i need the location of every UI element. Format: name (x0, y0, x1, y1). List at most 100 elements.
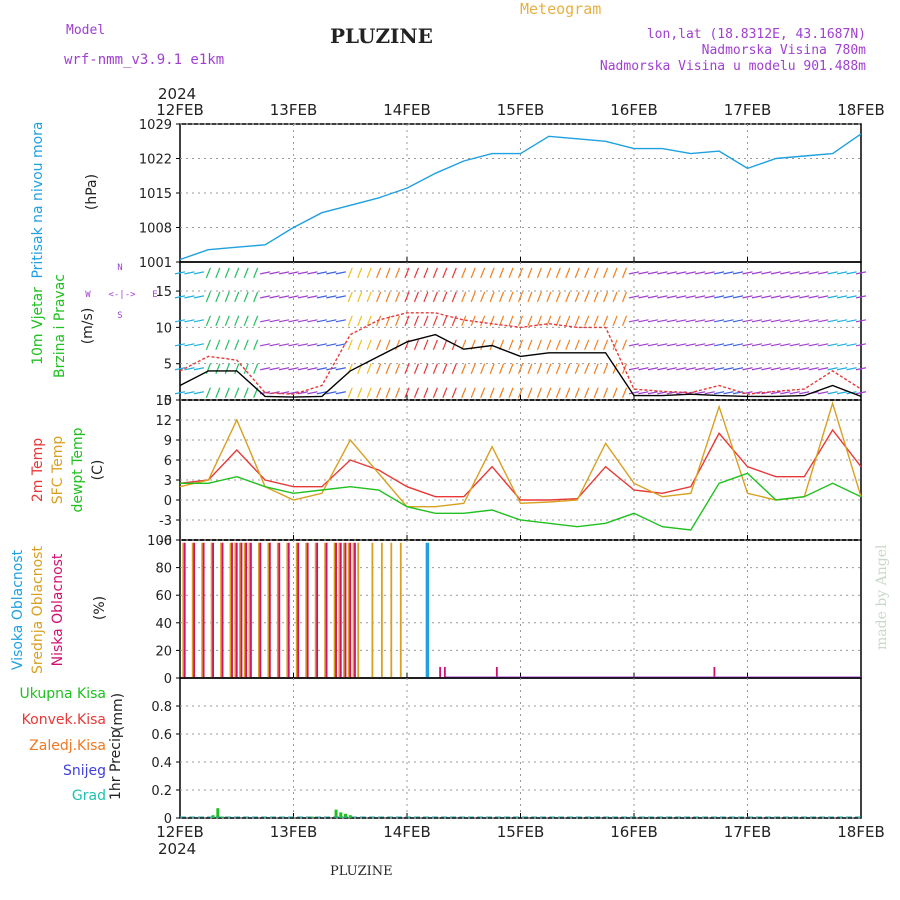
wind-barb (638, 343, 649, 347)
wind-barb (432, 267, 438, 279)
wind-barb (366, 267, 372, 279)
wind-barb (243, 339, 249, 351)
wind-barb (647, 367, 659, 371)
wind-barb (638, 271, 649, 275)
wind-barb (423, 363, 429, 374)
wind-barb (808, 367, 819, 371)
wind-barb (234, 315, 240, 327)
wind-barb (307, 319, 318, 323)
wind-barb (347, 339, 353, 351)
wind-barb (565, 315, 571, 327)
cloud-bar (333, 542, 336, 678)
wind-barb (638, 391, 649, 395)
wind-barb (836, 391, 848, 395)
cloud-bar (235, 542, 238, 678)
wind-barb (432, 363, 438, 374)
wind-barb (193, 391, 205, 395)
wind-barb (174, 343, 186, 347)
wind-barb (555, 291, 561, 303)
wind-barb (174, 319, 186, 323)
wind-barb (269, 343, 280, 347)
wind-barb (770, 343, 781, 347)
panel-frame (179, 261, 862, 401)
wind-barb (297, 343, 309, 347)
wind-barb (628, 295, 640, 299)
wind-barb (855, 367, 867, 371)
wind-barb (695, 391, 706, 395)
wind-barb (423, 267, 429, 279)
wind-barb (335, 271, 346, 275)
cloud-bar (202, 542, 205, 678)
year-bottom: 2024 (158, 840, 196, 858)
cloud-bar (220, 542, 222, 678)
wind-barb (565, 363, 571, 374)
time-label-bottom: 13FEB (270, 823, 317, 841)
wind-barb (732, 343, 744, 347)
wind-barb (224, 387, 230, 398)
y-tick-label: 60 (155, 589, 172, 604)
wind-barb (584, 267, 590, 279)
wind-barb (307, 343, 318, 347)
wind-barb (836, 271, 848, 275)
wind-barb (385, 291, 391, 303)
wind-barb (666, 319, 677, 323)
wind-barb (799, 391, 810, 395)
wind-barb (499, 363, 505, 374)
footer-station: PLUZINE (330, 864, 393, 879)
wind-barb (184, 271, 195, 275)
wind-barb (704, 343, 715, 347)
wind-barb (470, 291, 476, 303)
wind-barb (224, 315, 230, 327)
wind-barb (260, 367, 271, 371)
wind-barb (723, 271, 734, 275)
wind-barb (628, 271, 640, 275)
wind-unit: (m/s) (80, 308, 96, 345)
wind-barb (480, 267, 486, 279)
wind-barb (234, 363, 240, 374)
time-label-bottom: 12FEB (156, 823, 203, 841)
wind-barb (316, 367, 327, 371)
wind-barb (527, 291, 533, 303)
wind-barb (376, 291, 382, 303)
wind-barb (316, 271, 327, 275)
wind-barb (278, 319, 290, 323)
wind-barb (174, 271, 186, 275)
wind-barb (347, 387, 353, 398)
wind-barb (593, 291, 599, 303)
wind-barb (695, 319, 706, 323)
wind-barb (297, 295, 309, 299)
cloud-bar (354, 542, 356, 678)
wind-barb (423, 315, 429, 327)
wind-barb (799, 271, 810, 275)
wind-barb (846, 295, 857, 299)
wind-barb (555, 363, 561, 374)
cloud-bar (349, 542, 352, 678)
cloud-bar (286, 542, 289, 678)
cloud-bar (305, 542, 308, 678)
wind-barb (470, 387, 476, 398)
wind-barb (732, 295, 744, 299)
wind-barb (732, 319, 744, 323)
cloud-bar (268, 542, 271, 678)
wind-barb (555, 339, 561, 351)
panel-wind: 0 5 10 15 (155, 261, 867, 409)
wind-barb (347, 267, 353, 279)
station-title: PLUZINE (330, 24, 433, 48)
wind-barb (751, 367, 763, 371)
wind-barb (574, 291, 580, 303)
cloud-bar (210, 542, 213, 678)
wind-barb (215, 315, 221, 327)
cloud-bar (325, 542, 328, 678)
wind-barb (714, 367, 725, 371)
time-label-top: 16FEB (610, 101, 657, 119)
cloud-bar (297, 542, 300, 678)
time-label-bottom: 14FEB (383, 823, 430, 841)
wind-barb (527, 387, 533, 398)
y-tick-label: 40 (155, 617, 172, 632)
panel-frame (179, 677, 862, 819)
cloud-bar (371, 542, 374, 678)
cloud-bar (240, 542, 243, 678)
wind-barb (480, 363, 486, 374)
wind-barb (215, 267, 221, 279)
wind-barb (499, 387, 505, 398)
